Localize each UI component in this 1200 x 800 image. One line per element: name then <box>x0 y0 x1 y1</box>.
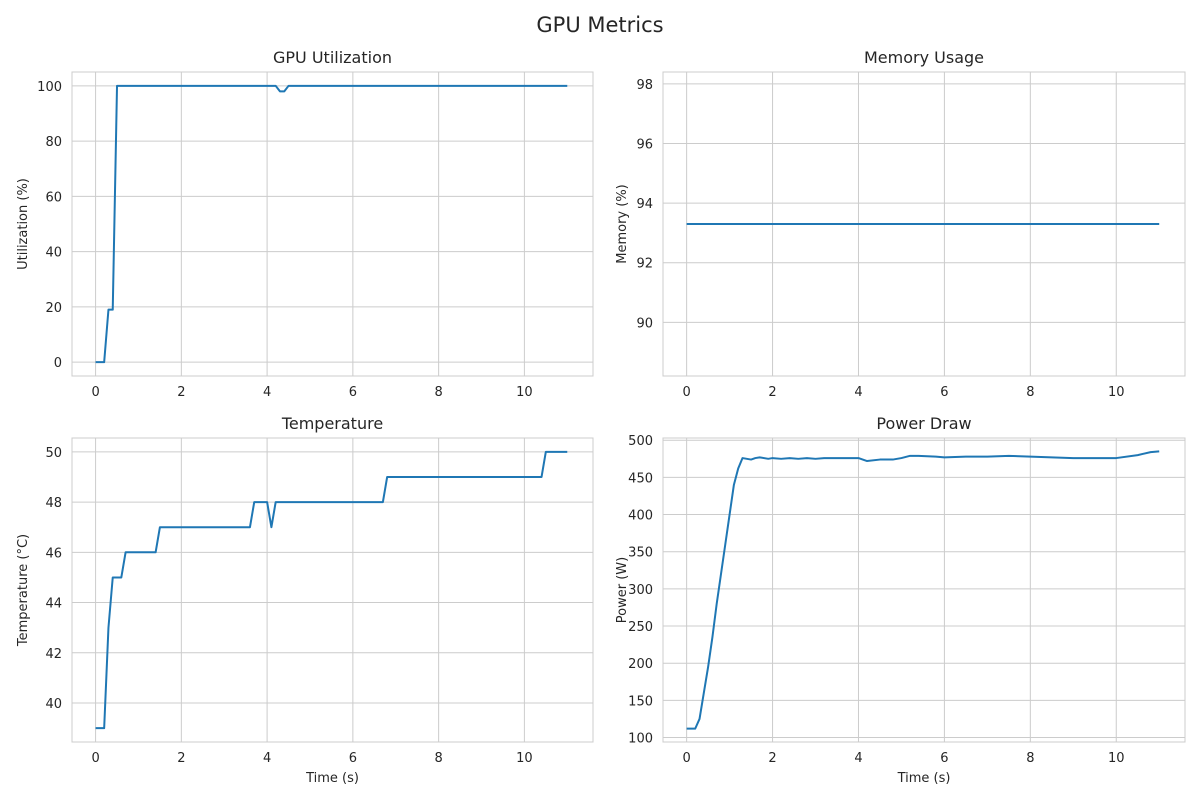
memory-usage-x-tick-label: 0 <box>682 385 690 400</box>
gpu-utilization-x-tick-label: 8 <box>434 385 442 400</box>
power-draw-y-tick-label: 250 <box>628 620 653 635</box>
temperature-x-tick-label: 2 <box>177 751 185 766</box>
temperature-y-tick-label: 50 <box>45 446 62 461</box>
memory-usage-title: Memory Usage <box>864 48 984 67</box>
temperature-x-tick-label: 6 <box>349 751 357 766</box>
memory-usage-y-tick-label: 94 <box>636 197 653 212</box>
temperature-x-tick-label: 4 <box>263 751 271 766</box>
memory-usage-panel: 0 2 4 6 8 10 90 92 94 96 98 Memory Usage Memory (%) <box>615 48 1186 400</box>
power-draw-x-tick-label: 8 <box>1026 751 1034 766</box>
gpu-utilization-x-tick-label: 4 <box>263 385 271 400</box>
power-draw-y-tick-label: 150 <box>628 694 653 709</box>
power-draw-panel: 0 2 4 6 8 10 100 150 200 250 300 350 400 450 500 Power … <box>615 414 1186 786</box>
gpu-utilization-y-tick-label: 20 <box>45 301 62 316</box>
temperature-y-axis-label: Temperature (°C) <box>16 534 31 647</box>
power-draw-x-tick-label: 2 <box>768 751 776 766</box>
power-draw-plot-frame <box>662 437 1186 743</box>
power-draw-x-axis-label: Time (s) <box>897 771 951 786</box>
temperature-y-tick-label: 46 <box>45 546 62 561</box>
temperature-x-tick-label: 8 <box>434 751 442 766</box>
temperature-plot-frame <box>71 437 594 743</box>
gpu-utilization-y-tick-label: 100 <box>37 80 62 95</box>
temperature-y-tick-label: 40 <box>45 697 62 712</box>
figure-title: GPU Metrics <box>536 13 663 37</box>
gpu-utilization-y-tick-label: 0 <box>54 356 62 371</box>
power-draw-y-tick-label: 500 <box>628 434 653 449</box>
power-draw-y-tick-label: 350 <box>628 546 653 561</box>
memory-usage-y-axis-label: Memory (%) <box>615 184 630 264</box>
power-draw-series-line <box>686 450 1160 730</box>
power-draw-x-tick-label: 0 <box>682 751 690 766</box>
temperature-y-tick-label: 44 <box>45 597 62 612</box>
memory-usage-y-tick-label: 98 <box>636 78 653 93</box>
power-draw-y-tick-label: 450 <box>628 471 653 486</box>
temperature-y-tick-label: 48 <box>45 496 62 511</box>
temperature-x-axis-label: Time (s) <box>305 771 359 786</box>
temperature-series-line <box>95 450 568 730</box>
memory-usage-x-tick-label: 8 <box>1026 385 1034 400</box>
gpu-utilization-x-tick-label: 2 <box>177 385 185 400</box>
temperature-x-tick-label: 0 <box>91 751 99 766</box>
temperature-title: Temperature <box>281 414 383 433</box>
gpu-utilization-x-tick-label: 10 <box>516 385 533 400</box>
power-draw-x-tick-label: 4 <box>854 751 862 766</box>
temperature-y-tick-label: 42 <box>45 647 62 662</box>
gpu-utilization-y-tick-label: 40 <box>45 246 62 261</box>
memory-usage-x-tick-label: 2 <box>768 385 776 400</box>
power-draw-x-tick-label: 10 <box>1108 751 1125 766</box>
gpu-utilization-y-tick-label: 80 <box>45 135 62 150</box>
gpu-utilization-y-axis-label: Utilization (%) <box>16 178 31 270</box>
memory-usage-y-tick-label: 96 <box>636 138 653 153</box>
memory-usage-y-tick-label: 92 <box>636 257 653 272</box>
temperature-x-tick-label: 10 <box>516 751 533 766</box>
gpu-utilization-x-tick-label: 6 <box>349 385 357 400</box>
memory-usage-plot-frame <box>662 71 1186 377</box>
power-draw-y-axis-label: Power (W) <box>615 557 630 623</box>
memory-usage-x-tick-label: 4 <box>854 385 862 400</box>
memory-usage-y-tick-label: 90 <box>636 316 653 331</box>
power-draw-x-tick-label: 6 <box>940 751 948 766</box>
power-draw-y-tick-label: 300 <box>628 583 653 598</box>
gpu-utilization-series-line <box>95 84 568 364</box>
memory-usage-x-tick-label: 6 <box>940 385 948 400</box>
gpu-utilization-plot-frame <box>71 71 594 377</box>
gpu-utilization-y-tick-label: 60 <box>45 190 62 205</box>
gpu-utilization-x-tick-label: 0 <box>91 385 99 400</box>
memory-usage-x-tick-label: 10 <box>1108 385 1125 400</box>
gpu-utilization-title: GPU Utilization <box>273 48 392 67</box>
power-draw-y-tick-label: 200 <box>628 657 653 672</box>
power-draw-y-tick-label: 100 <box>628 732 653 747</box>
power-draw-y-tick-label: 400 <box>628 509 653 524</box>
power-draw-title: Power Draw <box>876 414 971 433</box>
